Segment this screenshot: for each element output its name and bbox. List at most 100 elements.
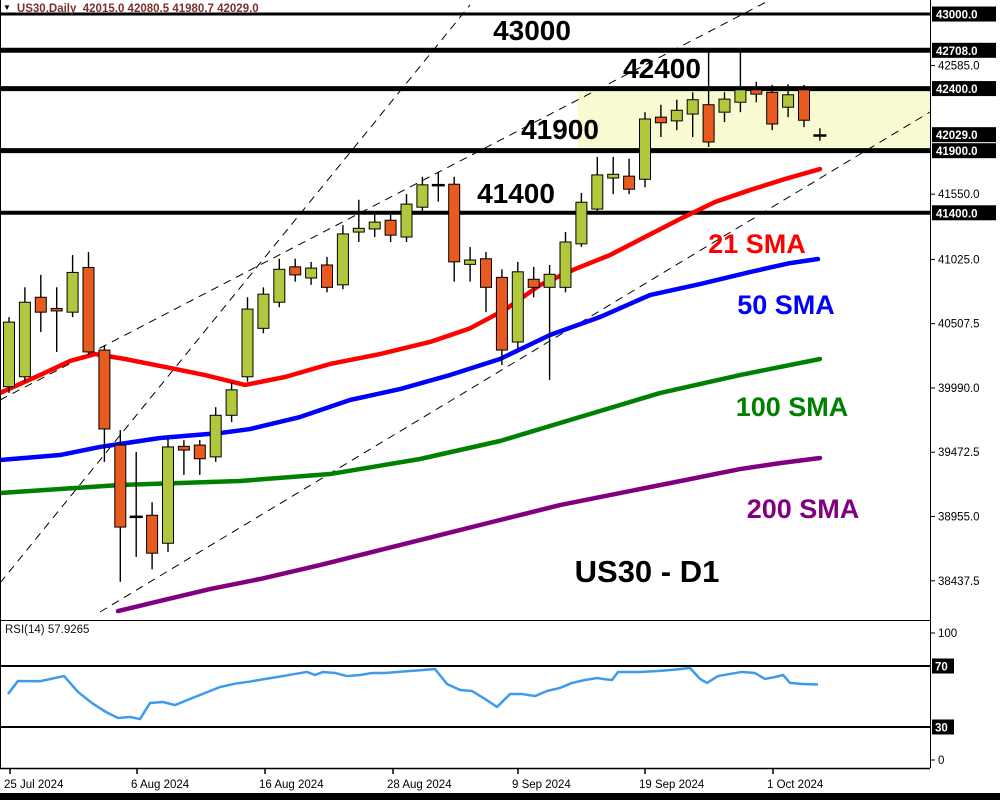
low-value: 41980.7 <box>172 3 214 15</box>
candle-2-Oct[interactable] <box>782 84 795 118</box>
price-level-badge <box>932 42 996 58</box>
price-badge-label: 43000.0 <box>936 10 978 22</box>
candle-27-Aug[interactable] <box>368 212 381 238</box>
candle-9-Aug[interactable] <box>177 440 190 475</box>
candle-29-Aug[interactable] <box>400 194 413 242</box>
candle-29-Jul[interactable] <box>34 274 47 333</box>
price-badge-label: 41400.0 <box>936 208 978 220</box>
candle-12-Aug[interactable] <box>193 440 206 475</box>
candle-19-Sep[interactable] <box>639 112 651 188</box>
rsi-indicator-label: RSI(14) 57.9265 <box>5 624 89 636</box>
candle-23-Sep[interactable] <box>670 99 683 131</box>
candle-28-Aug[interactable] <box>384 212 397 242</box>
trendline-2[interactable] <box>0 0 771 401</box>
sma-label-50-SMA: 50 SMA <box>737 290 835 320</box>
price-level-badge <box>932 143 996 159</box>
candle-20-Aug[interactable] <box>289 258 302 282</box>
rsi-badge-label: 70 <box>935 662 948 674</box>
candle-12-Sep[interactable] <box>559 232 572 293</box>
candle-26-Aug[interactable] <box>352 199 365 242</box>
candle-4-Sep[interactable] <box>464 246 477 282</box>
level-label-41400: 41400 <box>477 178 555 209</box>
candle-27-Sep[interactable] <box>734 48 747 113</box>
candle-17-Sep[interactable] <box>607 156 620 195</box>
rsi-title: RSI(14) <box>5 624 45 636</box>
candle-19-Aug[interactable] <box>273 258 286 308</box>
rsi-line[interactable] <box>7 666 819 721</box>
date-label: 9 Sep 2024 <box>512 779 571 791</box>
candle-6-Aug[interactable] <box>129 451 143 557</box>
price-level-badge <box>932 205 996 221</box>
candle-30-Sep[interactable] <box>750 81 763 103</box>
price-level-badge <box>932 6 996 22</box>
date-label: 28 Aug 2024 <box>387 779 452 791</box>
candle-8-Aug[interactable] <box>162 437 174 552</box>
candle-15-Aug[interactable] <box>241 297 254 382</box>
trendline-3[interactable] <box>99 111 931 613</box>
rsi-tick-label: 100 <box>938 628 957 640</box>
sma-50-line[interactable] <box>0 256 821 463</box>
candle-16-Sep[interactable] <box>591 156 604 213</box>
candle-7-Aug[interactable] <box>146 502 159 570</box>
symbol-dropdown-icon[interactable]: ▼ <box>3 3 11 12</box>
candle-31-Jul[interactable] <box>66 255 79 318</box>
bottom-bar <box>0 793 1000 800</box>
sma-200-line[interactable] <box>115 455 823 614</box>
candle-26-Sep[interactable] <box>718 92 731 123</box>
candle-30-Aug[interactable] <box>416 176 429 213</box>
candle-5-Sep[interactable] <box>480 251 492 313</box>
price-tick-label: 40507.5 <box>938 319 980 331</box>
close-value: 42029.0 <box>217 3 259 15</box>
sma-label-200-SMA: 200 SMA <box>747 494 860 524</box>
candle-4-Oct[interactable] <box>813 128 827 141</box>
sma-label-21-SMA: 21 SMA <box>708 229 806 259</box>
candle-23-Aug[interactable] <box>336 225 349 290</box>
chart-watermark: US30 - D1 <box>575 554 720 589</box>
candle-1-Oct[interactable] <box>766 84 779 131</box>
candle-11-Sep[interactable] <box>543 264 556 380</box>
candle-16-Aug[interactable] <box>257 287 270 334</box>
price-tick-label: 38437.5 <box>938 576 980 588</box>
sma-label-100-SMA: 100 SMA <box>736 392 849 422</box>
candle-25-Sep[interactable] <box>702 49 715 147</box>
rsi-level-badge <box>932 719 954 735</box>
candle-1-Aug[interactable] <box>82 251 95 356</box>
candle-3-Sep[interactable] <box>448 176 461 282</box>
candle-6-Sep[interactable] <box>495 269 508 365</box>
rsi-tick-label: 0 <box>938 755 944 767</box>
candle-21-Aug[interactable] <box>305 261 318 285</box>
candle-3-Oct[interactable] <box>798 84 810 128</box>
price-level-badge <box>932 81 996 97</box>
price-tick-label: 41550.0 <box>938 189 980 201</box>
open-value: 42015.0 <box>82 3 125 15</box>
candle-24-Sep[interactable] <box>686 92 699 138</box>
price-tick-label: 42585.0 <box>938 61 980 73</box>
candle-22-Aug[interactable] <box>321 256 333 293</box>
sma-100-line[interactable] <box>0 356 823 496</box>
candle-5-Aug[interactable] <box>114 430 127 582</box>
date-label: 19 Sep 2024 <box>639 779 705 791</box>
candle-14-Aug[interactable] <box>225 382 238 423</box>
candle-18-Sep[interactable] <box>623 158 636 195</box>
price-level-badge <box>932 127 996 143</box>
candle-13-Aug[interactable] <box>209 407 222 462</box>
candle-2-Aug[interactable] <box>98 345 111 462</box>
trendline-1[interactable] <box>0 4 471 584</box>
resistance-zone <box>578 90 930 149</box>
candle-9-Sep[interactable] <box>511 261 524 349</box>
candle-10-Sep[interactable] <box>527 266 540 298</box>
sma-21-line[interactable] <box>0 166 823 396</box>
candle-25-Jul[interactable] <box>3 317 15 393</box>
high-value: 42080.5 <box>127 3 170 15</box>
candle-2-Sep[interactable] <box>431 171 445 202</box>
candle-30-Jul[interactable] <box>50 287 63 352</box>
candle-20-Sep[interactable] <box>654 104 667 138</box>
candle-13-Sep[interactable] <box>575 192 588 247</box>
rsi-level-badge <box>932 658 954 674</box>
price-badge-label: 41900.0 <box>936 146 978 158</box>
date-label: 16 Aug 2024 <box>259 779 324 791</box>
candle-26-Jul[interactable] <box>18 287 31 382</box>
price-tick-label: 39472.5 <box>938 447 980 459</box>
